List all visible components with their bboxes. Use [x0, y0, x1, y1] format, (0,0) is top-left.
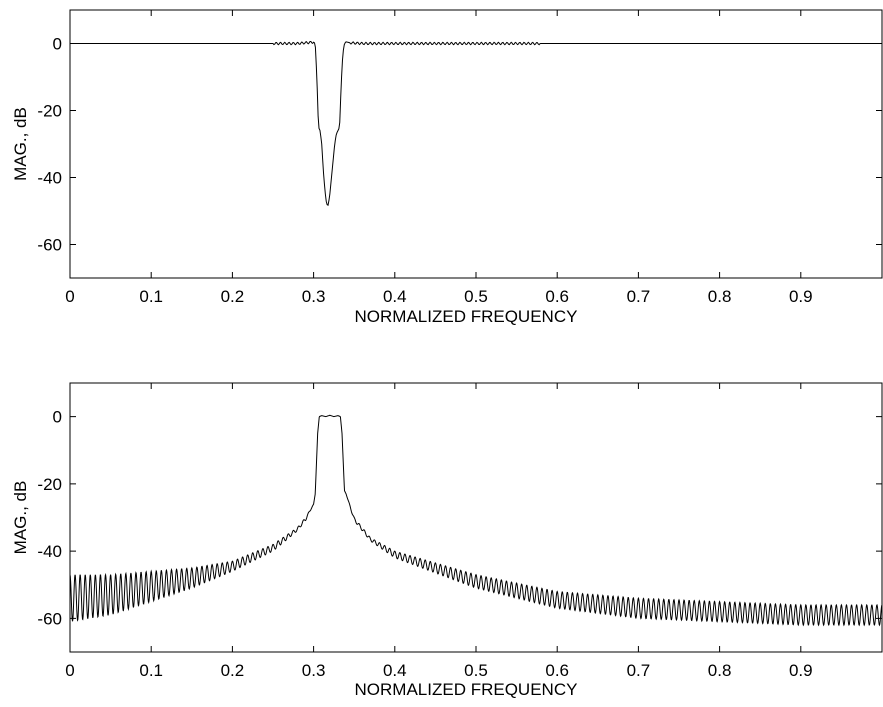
x-tick-label: 0.6 — [545, 661, 569, 680]
y-tick-label: -20 — [37, 475, 62, 494]
y-tick-label: -60 — [37, 609, 62, 628]
axes-frame — [69, 382, 883, 653]
x-tick-label: 0 — [65, 287, 74, 306]
x-tick-label: 0.8 — [708, 287, 732, 306]
y-tick-label: 0 — [53, 35, 62, 54]
x-tick-label: 0.7 — [627, 661, 651, 680]
x-tick-label: 0.4 — [383, 661, 407, 680]
y-tick-label: -40 — [37, 542, 62, 561]
y-tick-label: -20 — [37, 102, 62, 121]
x-tick-label: 0.3 — [302, 661, 326, 680]
x-tick-label: 0.1 — [139, 661, 163, 680]
x-tick-label: 0.2 — [221, 287, 245, 306]
y-axis-label: MAG., dB — [11, 107, 30, 181]
top-plot: 0 0.1 0.2 0.3 0.4 0.5 0.6 0.7 0.8 0.9 0 -20 -40 -60 NO… — [11, 9, 883, 326]
x-tick-label: 0 — [65, 661, 74, 680]
x-tick-label: 0.5 — [464, 661, 488, 680]
x-tick-label: 0.9 — [789, 661, 813, 680]
x-axis-label: NORMALIZED FREQUENCY — [355, 680, 578, 699]
x-tick-label: 0.8 — [708, 661, 732, 680]
magnitude-response-line — [70, 40, 882, 206]
y-tick-label: -60 — [37, 236, 62, 255]
y-axis-label: MAG., dB — [11, 481, 30, 555]
x-tick-label: 0.3 — [302, 287, 326, 306]
bottom-plot: 0 0.1 0.2 0.3 0.4 0.5 0.6 0.7 0.8 0.9 0 -20 -40 -60 NO… — [11, 382, 883, 699]
x-tick-label: 0.5 — [464, 287, 488, 306]
y-tick-label: -40 — [37, 169, 62, 188]
x-tick-label: 0.9 — [789, 287, 813, 306]
x-tick-label: 0.6 — [545, 287, 569, 306]
x-tick-label: 0.1 — [139, 287, 163, 306]
x-tick-label: 0.4 — [383, 287, 407, 306]
x-axis-label: NORMALIZED FREQUENCY — [355, 307, 578, 326]
x-tick-label: 0.2 — [221, 661, 245, 680]
x-tick-label: 0.7 — [627, 287, 651, 306]
magnitude-response-line — [70, 414, 882, 627]
axes-frame — [69, 9, 883, 279]
y-tick-label: 0 — [53, 408, 62, 427]
